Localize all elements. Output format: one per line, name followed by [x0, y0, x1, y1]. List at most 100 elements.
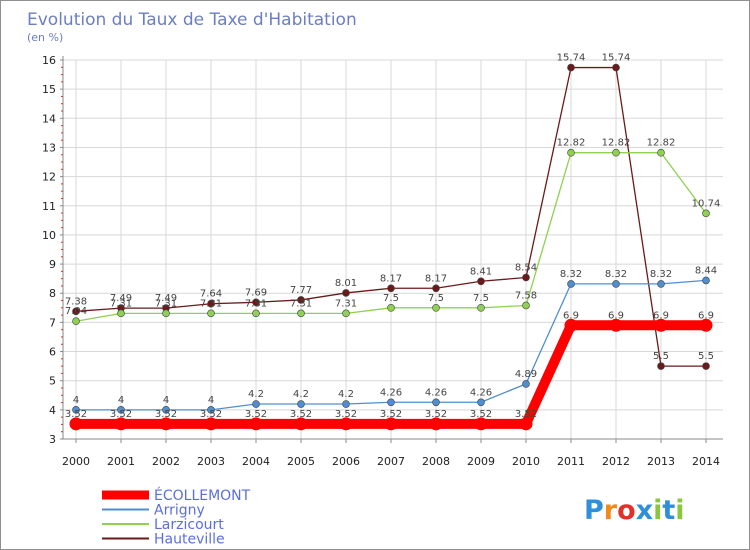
- series-group: 7.38 7.49 7.49 7.64 7.69 7.77 8.01 8.17 8.17 8.41…: [65, 53, 720, 431]
- data-point: [339, 417, 353, 431]
- labels-arrigny: 4 4 4 4 4.2 4.2 4.2 4.26 4.26 4.26 4.89 8.32 8.32 8.3…: [73, 265, 717, 405]
- data-point: [612, 280, 620, 288]
- data-point: [72, 406, 80, 414]
- data-label: 7.5: [473, 293, 489, 304]
- data-point: [297, 296, 305, 304]
- data-label: 6.9: [698, 310, 714, 321]
- data-point: [342, 289, 350, 297]
- data-label: 8.32: [560, 269, 582, 280]
- chart-subtitle: (en %): [27, 31, 63, 44]
- grid: [63, 59, 723, 440]
- y-tick-label: 5: [49, 375, 56, 388]
- data-label: 4.26: [380, 387, 402, 398]
- data-label: 10.74: [692, 198, 721, 209]
- x-tick-label: 2004: [242, 455, 270, 468]
- data-point: [702, 362, 710, 370]
- data-label: 12.82: [557, 138, 586, 149]
- y-tick-label: 14: [42, 112, 56, 125]
- logo-letter: i: [675, 495, 684, 526]
- y-tick-label: 6: [49, 346, 56, 359]
- data-label: 7.31: [200, 298, 222, 309]
- data-label: 3.52: [425, 409, 447, 420]
- data-label: 12.82: [602, 138, 631, 149]
- data-label: 7.31: [335, 298, 357, 309]
- data-label: 12.82: [647, 138, 676, 149]
- data-point: [72, 307, 80, 316]
- data-label: 6.9: [653, 310, 669, 321]
- data-label: 7.31: [155, 298, 177, 309]
- data-label: 5.5: [698, 351, 714, 362]
- data-point: [567, 63, 575, 72]
- data-point: [69, 417, 83, 431]
- data-point: [252, 309, 260, 318]
- data-point: [567, 148, 575, 157]
- data-point: [609, 318, 623, 332]
- data-label: 4.2: [338, 389, 354, 400]
- data-label: 3.52: [65, 409, 87, 420]
- data-point: [567, 280, 575, 288]
- axes: 3 4 5 6 7 8 9 10 11 12 13 14 15 16 2000 2001 2002 2003 200…: [42, 54, 723, 468]
- legend-label: Arrigny: [154, 503, 205, 519]
- data-label: 3.52: [470, 409, 492, 420]
- data-point: [432, 398, 440, 407]
- data-label: 8.32: [605, 269, 627, 280]
- data-label: 8.17: [380, 273, 402, 284]
- x-tick-label: 2013: [647, 455, 675, 468]
- y-tick-label: 13: [42, 141, 56, 154]
- data-label: 7.49: [155, 293, 177, 304]
- data-point: [477, 304, 485, 312]
- data-point: [522, 301, 530, 310]
- data-label: 6.9: [563, 310, 579, 321]
- y-tick-label: 15: [42, 83, 56, 96]
- data-point: [612, 148, 620, 157]
- data-label: 3.52: [515, 409, 537, 420]
- data-point: [432, 284, 440, 293]
- legend-label: Hauteville: [154, 532, 225, 548]
- data-label: 7.69: [245, 287, 267, 298]
- data-label: 7.31: [245, 298, 267, 309]
- x-tick-label: 2010: [512, 455, 540, 468]
- series-arrigny: [72, 276, 710, 414]
- data-point: [342, 400, 350, 408]
- data-label: 8.54: [515, 262, 537, 273]
- data-label: 7.5: [428, 293, 444, 304]
- data-point: [477, 398, 485, 407]
- data-point: [159, 417, 173, 431]
- data-label: 7.64: [200, 289, 222, 300]
- logo-letter: i: [653, 495, 662, 526]
- series-hauteville: [72, 63, 710, 370]
- data-point: [702, 209, 710, 218]
- x-tick-label: 2008: [422, 455, 450, 468]
- data-label: 7.04: [65, 306, 87, 317]
- data-point: [699, 318, 713, 332]
- series-larzicourt: [72, 148, 710, 326]
- y-tick-label: 8: [49, 287, 56, 300]
- data-label: 3.52: [155, 409, 177, 420]
- series-écollemont: [69, 318, 713, 431]
- x-tick-label: 2006: [332, 455, 360, 468]
- data-label: 7.49: [110, 293, 132, 304]
- x-tick-label: 2000: [62, 455, 90, 468]
- data-label: 7.31: [290, 298, 312, 309]
- data-label: 4: [208, 395, 214, 406]
- data-label: 8.44: [695, 265, 717, 276]
- logo-text: Proxiti: [584, 495, 685, 526]
- data-label: 7.5: [383, 293, 399, 304]
- logo-letter: r: [604, 495, 618, 526]
- chart-title: Evolution du Taux de Taxe d'Habitation: [27, 10, 357, 30]
- data-point: [657, 280, 665, 288]
- logo-letter: x: [636, 495, 653, 526]
- data-label: 3.52: [380, 409, 402, 420]
- data-label: 4: [118, 395, 124, 406]
- data-label: 7.58: [515, 290, 537, 301]
- legend-label: ÉCOLLEMONT: [154, 487, 251, 504]
- data-label: 4.26: [425, 387, 447, 398]
- data-point: [474, 417, 488, 431]
- logo-letter: o: [617, 495, 636, 526]
- x-tick-label: 2002: [152, 455, 180, 468]
- x-tick-label: 2005: [287, 455, 315, 468]
- data-point: [387, 398, 395, 407]
- labels-écollemont: 3.52 3.52 3.52 3.52 3.52 3.52 3.52 3.52 3.52 3.52…: [65, 310, 714, 420]
